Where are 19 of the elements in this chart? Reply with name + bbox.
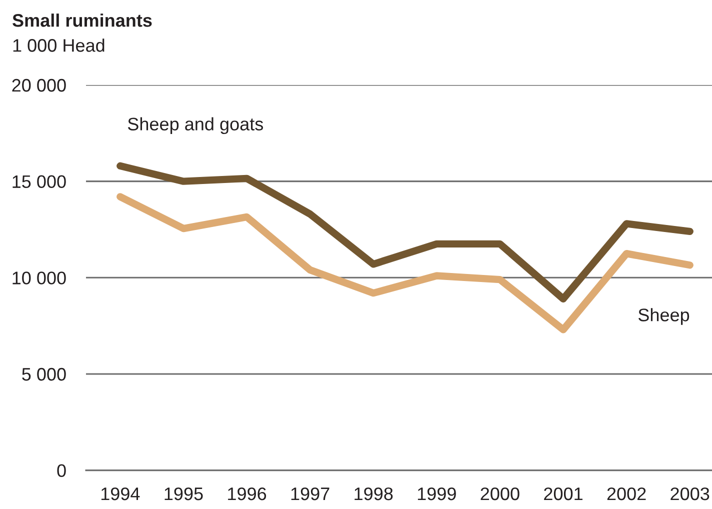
y-tick-label: 20 000 xyxy=(12,78,66,92)
x-tick-label: 1997 xyxy=(291,487,330,500)
y-tick-label: 15 000 xyxy=(12,175,66,188)
x-tick-label: 1999 xyxy=(418,487,456,500)
x-tick-label: 1995 xyxy=(164,487,203,500)
y-tick-label: 10 000 xyxy=(12,272,66,284)
x-tick-label: 2003 xyxy=(670,487,710,500)
x-tick-label: 1994 xyxy=(101,487,140,500)
x-tick-label: 2002 xyxy=(607,487,646,500)
y-tick-label: 0 xyxy=(57,464,66,478)
x-tick-label: 2000 xyxy=(480,487,520,500)
series-label: Sheep and goats xyxy=(128,117,264,134)
x-tick-label: 1996 xyxy=(228,487,266,500)
chart-title: Small ruminants xyxy=(12,14,152,27)
x-tick-label: 2001 xyxy=(544,487,582,500)
text: Sheep xyxy=(638,308,690,325)
y-tick-label: 5 000 xyxy=(22,368,66,381)
y-axis-title: 1 000 Head xyxy=(13,38,104,52)
x-tick-label: 1998 xyxy=(354,487,393,500)
